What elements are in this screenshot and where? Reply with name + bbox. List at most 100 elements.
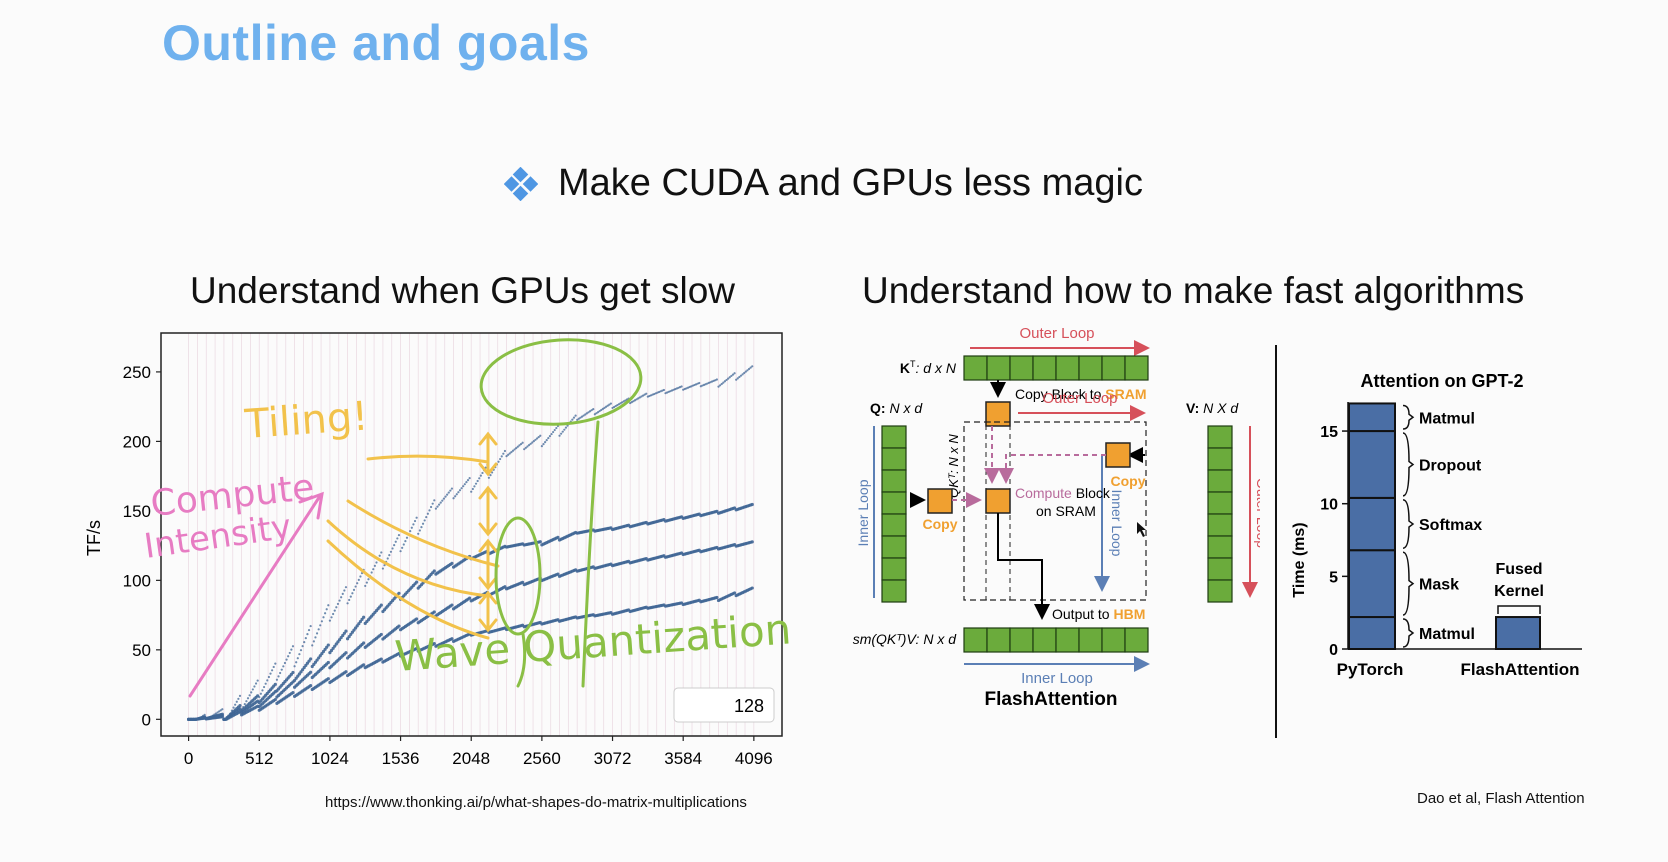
data-point (534, 438, 537, 441)
data-point (203, 713, 206, 716)
y-tick-label: 50 (132, 641, 151, 660)
attention-y-ticks: 15 10 5 0 (1320, 424, 1348, 659)
data-point (450, 637, 454, 641)
data-point (356, 582, 359, 585)
data-point (450, 603, 454, 607)
data-point (418, 529, 421, 532)
data-point (629, 401, 632, 405)
data-point (738, 375, 741, 379)
data-point (351, 592, 354, 595)
attention-y-tick-label: 0 (1329, 642, 1338, 659)
data-point (409, 529, 412, 533)
outer-loop-label-top: Outer Loop (1019, 325, 1094, 342)
data-point (717, 385, 720, 388)
data-point (624, 399, 627, 402)
data-point (415, 617, 419, 621)
data-point (311, 644, 314, 647)
y-ticks: 250 200 150 100 50 0 (123, 363, 161, 729)
category-pytorch: PyTorch (1337, 660, 1404, 679)
data-point (273, 682, 277, 686)
data-point (397, 651, 401, 656)
segment-brace (1402, 432, 1415, 497)
data-point (279, 671, 282, 675)
data-point (218, 710, 221, 713)
bar-segment (1348, 549, 1396, 619)
data-point (253, 685, 256, 688)
data-point (473, 485, 476, 488)
data-point (333, 609, 336, 612)
data-point (271, 669, 274, 672)
data-point (662, 388, 666, 392)
data-point (749, 366, 752, 369)
attention-y-tick-label: 15 (1320, 424, 1338, 441)
v-to-compute-arrow (998, 454, 1106, 484)
data-point (379, 657, 383, 661)
data-point (396, 537, 399, 540)
data-point (515, 446, 518, 450)
bar-segment (1495, 616, 1541, 651)
outer-loop-label-mid: Outer Loop (1042, 390, 1117, 407)
data-point (330, 616, 333, 619)
data-point (743, 371, 746, 375)
data-point (548, 434, 552, 438)
output-label: Output to HBM (1052, 606, 1145, 622)
data-point (725, 378, 728, 382)
data-point (254, 682, 258, 685)
data-point (728, 376, 731, 379)
matrix-cell (1101, 355, 1126, 381)
data-point (336, 602, 340, 606)
data-point (468, 477, 471, 480)
v-matrix (1207, 425, 1233, 603)
data-point (421, 522, 425, 525)
data-point (296, 657, 299, 660)
data-point (295, 661, 298, 664)
data-point (238, 703, 242, 708)
data-point (397, 533, 401, 537)
vertical-divider (1275, 345, 1277, 738)
data-point (611, 406, 614, 410)
data-point (585, 412, 588, 415)
outer-loop-label-right: Outer Loop (1254, 478, 1260, 548)
data-point (378, 554, 381, 557)
data-point (587, 411, 590, 414)
segment-brace (1402, 551, 1415, 616)
data-point (404, 540, 407, 543)
matrix-cell (1207, 579, 1233, 603)
matrix-cell (1124, 355, 1149, 381)
x-tick-label: 3072 (594, 749, 632, 768)
data-point (531, 441, 534, 444)
data-point (518, 444, 521, 447)
bar-segment (1348, 402, 1396, 433)
data-point (744, 370, 747, 373)
data-point (576, 418, 579, 421)
left-source-url[interactable]: https://www.thonking.ai/p/what-shapes-do… (325, 794, 747, 811)
data-point (545, 438, 548, 442)
data-point (571, 418, 574, 421)
data-point (543, 441, 547, 444)
segment-label: Dropout (1419, 457, 1482, 474)
data-point (299, 649, 303, 652)
data-point (272, 665, 275, 669)
data-point (521, 441, 524, 444)
data-point (751, 365, 754, 368)
data-point (466, 479, 470, 482)
data-point (309, 670, 313, 674)
data-point (412, 523, 415, 526)
output-arrow (997, 513, 1050, 620)
matrix-cell (1207, 425, 1233, 449)
data-point (595, 412, 598, 415)
output-matrix (963, 627, 1149, 653)
data-point (553, 428, 556, 432)
data-point (614, 404, 617, 408)
data-point (216, 711, 219, 714)
data-point (613, 405, 616, 409)
data-point (438, 503, 441, 506)
data-point (326, 660, 330, 665)
data-point (715, 595, 719, 600)
bullet-row: Make CUDA and GPUs less magic (504, 162, 1143, 205)
data-point (393, 544, 396, 547)
y-tick-label: 200 (123, 432, 151, 451)
data-point (364, 584, 367, 588)
data-point (274, 662, 277, 665)
data-point (417, 532, 420, 535)
